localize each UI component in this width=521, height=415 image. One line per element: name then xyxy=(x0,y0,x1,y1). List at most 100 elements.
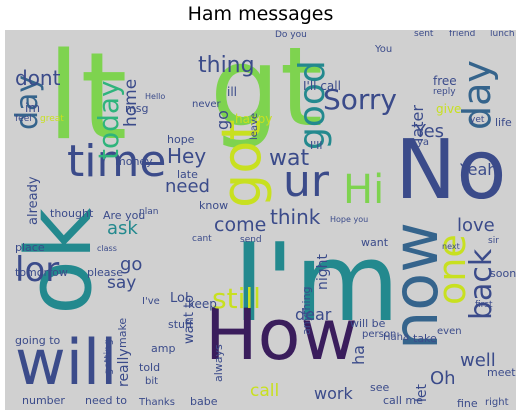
cloud-word: go xyxy=(213,110,232,130)
cloud-word: please xyxy=(87,266,124,279)
cloud-word: lt xyxy=(47,30,128,167)
cloud-word: will be xyxy=(350,317,386,330)
cloud-word: Thanks xyxy=(139,397,175,408)
cloud-word: want xyxy=(361,236,389,249)
cloud-word: ha xyxy=(349,345,368,365)
cloud-word: lor xyxy=(15,250,60,290)
cloud-word: see xyxy=(370,381,390,394)
cloud-word: I'll call xyxy=(303,79,341,93)
cloud-word: life xyxy=(495,116,512,129)
cloud-word: yet xyxy=(470,115,485,125)
cloud-word: anything xyxy=(300,286,313,335)
cloud-word: amp xyxy=(151,342,176,355)
cloud-word: place xyxy=(15,241,45,254)
cloud-word: Hope you xyxy=(330,215,369,224)
cloud-word: I'm xyxy=(233,221,400,346)
cloud-word: well xyxy=(460,350,496,371)
cloud-word: leave xyxy=(249,112,260,140)
cloud-word: today xyxy=(92,80,125,160)
cloud-word: already xyxy=(26,176,41,225)
cloud-word: Are you xyxy=(103,209,146,222)
cloud-word: bit xyxy=(145,376,159,387)
cloud-word: tomorrow xyxy=(15,266,68,279)
cloud-word: number xyxy=(22,394,65,407)
cloud-word: give xyxy=(436,102,462,116)
cloud-word: need xyxy=(165,176,210,197)
cloud-word: Hello xyxy=(145,92,166,101)
cloud-word: need to xyxy=(85,394,128,407)
cloud-word: Sorry xyxy=(323,83,398,116)
cloud-word: Yeah xyxy=(460,160,498,179)
cloud-word: meet xyxy=(487,366,516,379)
cloud-word: free xyxy=(433,74,457,88)
cloud-word: Hi xyxy=(343,167,385,213)
cloud-word: call xyxy=(250,381,280,401)
cloud-word: keep xyxy=(188,297,217,311)
chart-title: Ham messages xyxy=(187,3,334,25)
cloud-word: thought xyxy=(50,207,94,220)
cloud-word: msg xyxy=(125,102,149,115)
cloud-word: stuff xyxy=(168,318,193,331)
cloud-word: love xyxy=(457,215,495,236)
cloud-word: got xyxy=(210,119,273,209)
cloud-word: dont xyxy=(15,66,61,90)
cloud-word: getting xyxy=(103,339,114,375)
cloud-word: great xyxy=(40,114,64,124)
cloud-word: want to xyxy=(182,294,197,344)
cloud-word: reply xyxy=(433,87,456,97)
cloud-word: How xyxy=(205,294,358,376)
cloud-word: cant xyxy=(192,234,212,244)
cloud-word: never xyxy=(192,99,221,110)
cloud-word: know xyxy=(199,199,229,212)
cloud-word: gt xyxy=(210,30,323,151)
cloud-word: ya xyxy=(417,137,430,148)
cloud-word: soon xyxy=(490,267,516,280)
cloud-word: Do you xyxy=(275,30,307,40)
cloud-word: im xyxy=(25,101,41,115)
cloud-word: sent xyxy=(414,30,434,39)
cloud-word: told xyxy=(139,361,161,374)
cloud-word: say xyxy=(107,273,137,293)
cloud-word: come xyxy=(214,214,267,236)
cloud-word: friend xyxy=(449,30,476,39)
cloud-word: think xyxy=(270,205,321,229)
cloud-word: dear xyxy=(295,305,332,324)
cloud-word: Haha xyxy=(383,332,410,343)
cloud-word: sir xyxy=(488,236,499,246)
cloud-word: hope xyxy=(167,133,195,146)
cloud-word: first xyxy=(475,300,493,310)
cloud-word: thing xyxy=(198,53,255,78)
cloud-word: lunch xyxy=(490,30,515,39)
cloud-word: fine xyxy=(457,397,478,410)
cloud-word: Oh xyxy=(430,368,456,389)
cloud-word: will xyxy=(15,326,118,399)
word-cloud: lt gt I'm ok No How will now got time ur good day Hi o… xyxy=(5,30,516,410)
cloud-word: wat xyxy=(269,146,310,171)
cloud-word: Lol xyxy=(170,291,189,306)
cloud-word: still xyxy=(212,282,261,315)
cloud-word: take xyxy=(413,332,437,345)
cloud-word: ur xyxy=(283,156,329,207)
cloud-word: No xyxy=(395,123,507,218)
cloud-word: You xyxy=(375,44,393,55)
cloud-word: night xyxy=(315,253,331,290)
cloud-word: plan xyxy=(139,207,159,217)
cloud-word: Hey xyxy=(167,144,207,168)
cloud-word: work xyxy=(314,384,353,403)
cloud-word: ill xyxy=(227,85,238,99)
cloud-word: person xyxy=(362,329,397,340)
cloud-word: really xyxy=(116,348,132,387)
cloud-word: next xyxy=(442,242,460,251)
cloud-word: money xyxy=(115,155,153,168)
cloud-word: happy xyxy=(235,112,273,126)
cloud-word: ask xyxy=(107,218,138,239)
cloud-word: I'll xyxy=(310,139,323,152)
cloud-word: always xyxy=(212,344,225,382)
cloud-word: go xyxy=(120,254,143,275)
cloud-word: feel xyxy=(15,114,32,124)
cloud-word: going to xyxy=(15,334,61,347)
cloud-word: babe xyxy=(190,395,218,408)
cloud-word: right xyxy=(485,397,509,408)
cloud-word: Yes xyxy=(415,121,445,142)
cloud-word: call me xyxy=(383,394,423,407)
